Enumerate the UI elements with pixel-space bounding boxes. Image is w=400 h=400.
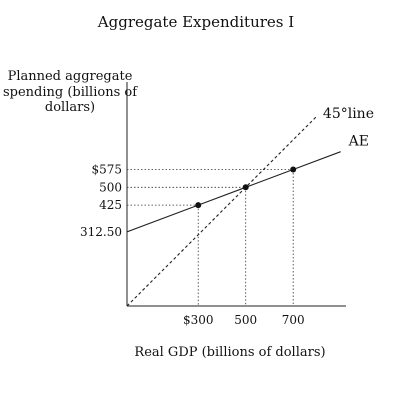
plot-area: AE 45°line $300 500 700 $575 500 425 312.50 xyxy=(80,82,374,327)
point-1 xyxy=(195,202,202,209)
y-tick-label-2: 500 xyxy=(99,180,122,194)
point-3 xyxy=(290,166,297,173)
y-axis-label-line-2: spending (billions of xyxy=(3,85,138,100)
y-tick-label-4: 312.50 xyxy=(80,225,122,239)
y-tick-label-3: 425 xyxy=(99,198,122,212)
y-axis-label-line-1: Planned aggregate xyxy=(8,69,133,84)
line-ae xyxy=(126,151,341,233)
x-axis-label: Real GDP (billions of dollars) xyxy=(134,345,325,360)
x-tick-label-2: 500 xyxy=(234,313,257,327)
label-45-degree-line: 45°line xyxy=(323,106,374,122)
y-axis-label-line-3: dollars) xyxy=(45,100,95,115)
chart-title: Aggregate Expenditures I xyxy=(97,13,294,31)
x-tick-label-1: $300 xyxy=(183,313,214,327)
line-45-degree xyxy=(126,115,318,307)
x-tick-label-3: 700 xyxy=(282,313,305,327)
y-tick-label-1: $575 xyxy=(91,162,122,176)
point-2 xyxy=(242,184,249,191)
label-ae: AE xyxy=(348,134,369,150)
